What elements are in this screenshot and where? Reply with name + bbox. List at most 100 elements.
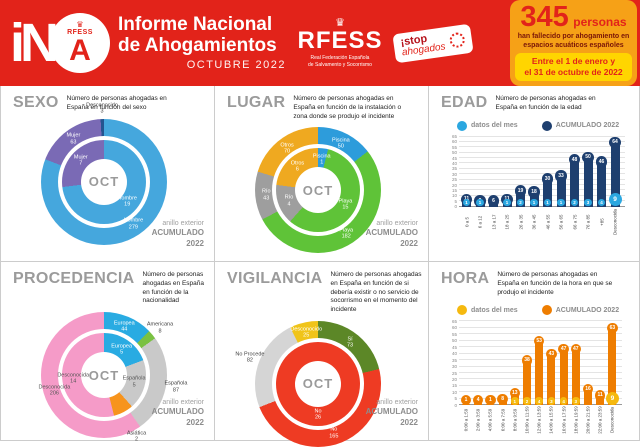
grid-line [459, 194, 625, 196]
vigilancia-donut-chart: OCT Sí 73 No 165 No Procede 82 Desconocido 25 No 2… [235, 320, 381, 447]
edad-bar-chart: datos del mes ACUMULADO 2022 0 5 10 15 20 25 30 3… [441, 120, 633, 235]
month-value-bubble: 1 [543, 198, 552, 207]
slice-label-name: Hombre [117, 195, 137, 202]
y-axis-tick: 5 [454, 198, 457, 204]
x-axis-label: 6 a 12 [477, 215, 483, 228]
legend-label: ACUMULADO 2022 [555, 306, 620, 314]
chart-legend: datos del mes ACUMULADO 2022 [457, 120, 633, 131]
bar-value-bubble: 1 [460, 394, 472, 406]
report-subtitle: OCTUBRE 2022 [186, 58, 286, 71]
slice-label-name: Río [284, 194, 294, 201]
panel-title-edad: EDAD [441, 94, 488, 111]
slice-label-outer-otros: Otros 70 [280, 142, 293, 155]
slice-label-outer-europea: Europea 44 [114, 321, 135, 334]
slice-label-value: 7 [79, 160, 83, 167]
legend-item: datos del mes [457, 120, 518, 131]
bar-acumulado [535, 336, 544, 406]
panel-title-hora: HORA [441, 270, 490, 287]
month-value-bubble: 3 [572, 397, 580, 405]
slice-label-inner-asiática: Asiática 2 [127, 431, 146, 444]
x-axis-label: 56 a 65 [558, 214, 564, 230]
ring-note-sexo: anillo exterior ACUMULADO 2022 [151, 220, 204, 248]
slice-label-outer-desconocido: Desconocido 25 [290, 327, 322, 340]
legend-label: datos del mes [471, 306, 518, 314]
bar-value-bubble: 64 [609, 136, 621, 149]
bar-acumulado [556, 171, 566, 207]
stop-badge-circle-icon [448, 31, 466, 49]
month-value-bubble: 2 [570, 198, 579, 207]
slice-label-outer-americana: Americana 8 [147, 322, 173, 335]
panel-description-procedencia: Número de personas ahogadas en España en… [142, 271, 204, 305]
bar-acumulado [583, 152, 593, 207]
crown-icon: ♛ [76, 19, 84, 29]
header: iN ♛ RFESS A Informe Nacional de Ahogami… [0, 0, 640, 86]
month-value-bubble: 9 [605, 391, 619, 405]
hora-bar-chart: datos del mes ACUMULADO 2022 0 5 10 15 20 25 30 3… [441, 305, 633, 434]
grid-line [459, 135, 625, 137]
slice-label-value: 87 [172, 387, 180, 394]
grid-line [459, 140, 625, 142]
slice-label-outer-no-procede: No Procede 82 [235, 351, 264, 364]
slice-label-inner-río: Río 4 [285, 195, 294, 208]
slice-label-value: 3 [100, 108, 104, 115]
bar-value-bubble: 11 [594, 390, 606, 401]
y-axis-tick: 10 [451, 389, 457, 395]
month-value-bubble: 3 [547, 397, 556, 405]
panel-title-sexo: SEXO [13, 94, 59, 111]
slice-label-value: 182 [341, 233, 351, 240]
panel-title-procedencia: PROCEDENCIA [13, 270, 135, 287]
panel-description-hora: Número de personas ahogadas en España en… [497, 271, 613, 296]
slice-label-value: 14 [70, 378, 77, 385]
slice-label-name: Europea [111, 343, 133, 350]
x-axis-label: 10:00 a 11:59 [524, 406, 530, 434]
report-title-line1: Informe Nacional [118, 14, 273, 36]
bar-acumulado [584, 384, 592, 406]
panel-description-lugar: Número de personas ahogadas en España en… [293, 95, 402, 120]
legend-item: ACUMULADO 2022 [541, 120, 619, 131]
slice-label-outer-piscina: Piscina 50 [332, 137, 350, 150]
bar-value-bubble: 8 [497, 393, 508, 405]
month-value-bubble: 1 [557, 198, 565, 207]
slice-label-outer-río: Río 43 [262, 189, 271, 202]
x-axis-label: 2:00 a 3:59 [475, 409, 481, 432]
slice-label-inner-hombre: Hombre 19 [117, 196, 137, 209]
slice-label-name: Española [122, 376, 146, 383]
y-axis-tick: 50 [451, 338, 457, 344]
slice-label-name: Otros [290, 160, 305, 167]
slice-label-value: 25 [303, 333, 310, 340]
month-value-bubble: 4 [535, 397, 543, 405]
panel-procedencia: PROCEDENCIA Número de personas ahogadas … [1, 262, 215, 443]
panel-description-vigilancia: Número de personas ahogadas en España en… [330, 271, 422, 314]
slice-label-value: 279 [128, 224, 138, 231]
slice-label-name: Mujer [73, 154, 88, 161]
slice-label-name: Río [261, 188, 271, 195]
rfess-logo-name: RFESS [297, 27, 383, 55]
slice-label-value: 5 [120, 349, 124, 356]
y-axis-tick: 40 [451, 160, 457, 166]
legend-item: datos del mes [457, 305, 518, 316]
slice-label-name: Europea [113, 320, 135, 327]
x-axis-label: 76 a 85 [585, 214, 591, 230]
month-value-bubble: 1 [530, 198, 538, 207]
bar-value-bubble: 53 [533, 335, 545, 347]
ina-logo-a: A [69, 33, 91, 67]
y-axis-tick: 35 [451, 357, 457, 363]
y-axis-tick: 5 [454, 396, 457, 402]
bar-acumulado [608, 323, 617, 406]
bar-acumulado [543, 174, 552, 207]
grid-line [459, 184, 625, 185]
total-deaths-description: han fallecido por ahogamiento en espacio… [517, 33, 630, 49]
total-deaths-stat-box: 345 personas han fallecido por ahogamien… [510, 0, 637, 86]
slice-label-value: 165 [329, 433, 339, 440]
bar-value-bubble: 47 [570, 343, 582, 355]
slice-label-inner-otros: Otros 6 [291, 161, 304, 174]
x-axis-label: 16:00 a 17:59 [561, 406, 567, 435]
y-axis-tick: 45 [451, 344, 457, 350]
slice-label-value: 43 [263, 195, 270, 202]
y-axis-tick: 60 [451, 325, 457, 331]
slice-label-inner-piscina: Piscina 1 [313, 153, 331, 166]
bar-acumulado [547, 349, 556, 406]
slice-label-value: 2 [134, 437, 139, 444]
panel-sexo: SEXO Número de personas ahogadas en Espa… [1, 86, 215, 262]
panels-grid: SEXO Número de personas ahogadas en Espa… [0, 86, 640, 447]
